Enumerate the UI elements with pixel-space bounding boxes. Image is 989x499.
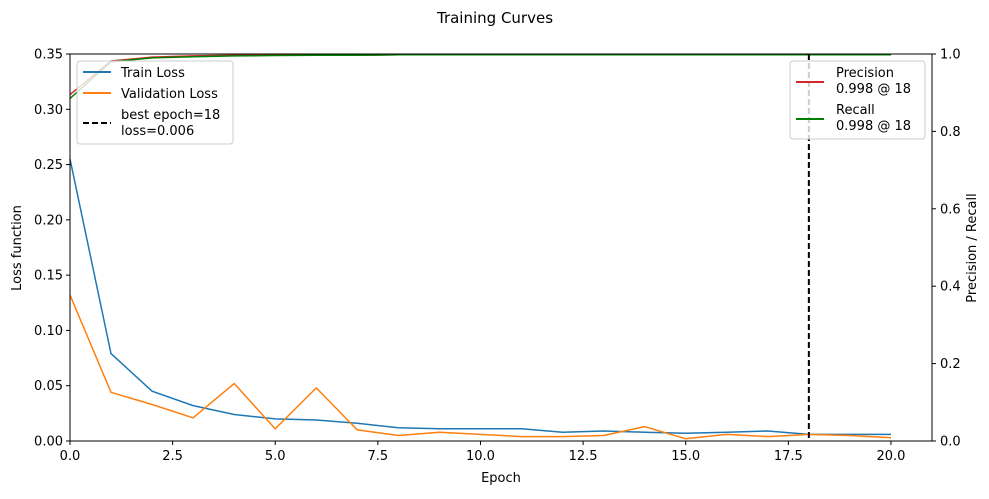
x-tick-label: 10.0 [466,449,495,464]
x-tick-label: 17.5 [774,449,803,464]
y-left-tick-label: 0.20 [34,213,63,228]
chart-title: Training Curves [436,9,553,27]
legend-label-precision: Precision [836,66,894,81]
y-right-tick-label: 1.0 [940,48,961,63]
x-tick-label: 20.0 [876,449,905,464]
legend-label-best-epoch-line2: loss=0.006 [121,124,194,139]
legend-label-validation-loss: Validation Loss [121,87,218,102]
legend-label-recall: Recall [836,103,875,118]
y-left-tick-label: 0.10 [34,324,63,339]
x-tick-label: 5.0 [265,449,286,464]
y-left-axis-ticks: 0.00 0.05 0.10 0.15 0.20 0.25 0.30 0.35 [34,48,70,450]
x-tick-label: 15.0 [671,449,700,464]
legend-left: Train Loss Validation Loss best epoch=18… [76,60,234,145]
y-right-tick-label: 0.4 [940,280,961,295]
y-right-axis-label: Precision / Recall [965,193,980,302]
y-left-tick-label: 0.30 [34,103,63,118]
y-left-axis-label: Loss function [10,205,25,291]
x-tick-label: 0.0 [60,449,81,464]
y-right-tick-label: 0.6 [940,202,961,217]
y-left-tick-label: 0.35 [34,48,63,63]
y-right-tick-label: 0.2 [940,357,961,372]
y-left-tick-label: 0.05 [34,379,63,394]
legend-right: Precision 0.998 @ 18 Recall 0.998 @ 18 [789,60,926,140]
x-tick-label: 12.5 [569,449,598,464]
y-right-tick-label: 0.8 [940,125,961,140]
y-left-tick-label: 0.00 [34,435,63,450]
plot-area-frame [69,53,933,442]
y-left-tick-label: 0.25 [34,158,63,173]
legend-left-box [76,60,234,145]
legend-sub-recall: 0.998 @ 18 [836,119,911,134]
y-right-tick-label: 0.0 [940,435,961,450]
x-tick-label: 2.5 [162,449,183,464]
legend-label-best-epoch-line1: best epoch=18 [121,108,220,123]
y-right-axis-ticks: 0.0 0.2 0.4 0.6 0.8 1.0 [932,48,961,450]
series-line-recall [69,54,891,100]
x-axis-label: Epoch [481,471,521,486]
x-axis-ticks: 0.0 2.5 5.0 7.5 10.0 12.5 15.0 17.5 20.0 [60,441,905,464]
series-line-train-loss [69,158,891,436]
series-line-validation-loss [69,294,892,440]
y-left-tick-label: 0.15 [34,269,63,284]
x-tick-label: 7.5 [368,449,389,464]
legend-sub-precision: 0.998 @ 18 [836,82,911,97]
legend-label-train-loss: Train Loss [120,66,185,81]
